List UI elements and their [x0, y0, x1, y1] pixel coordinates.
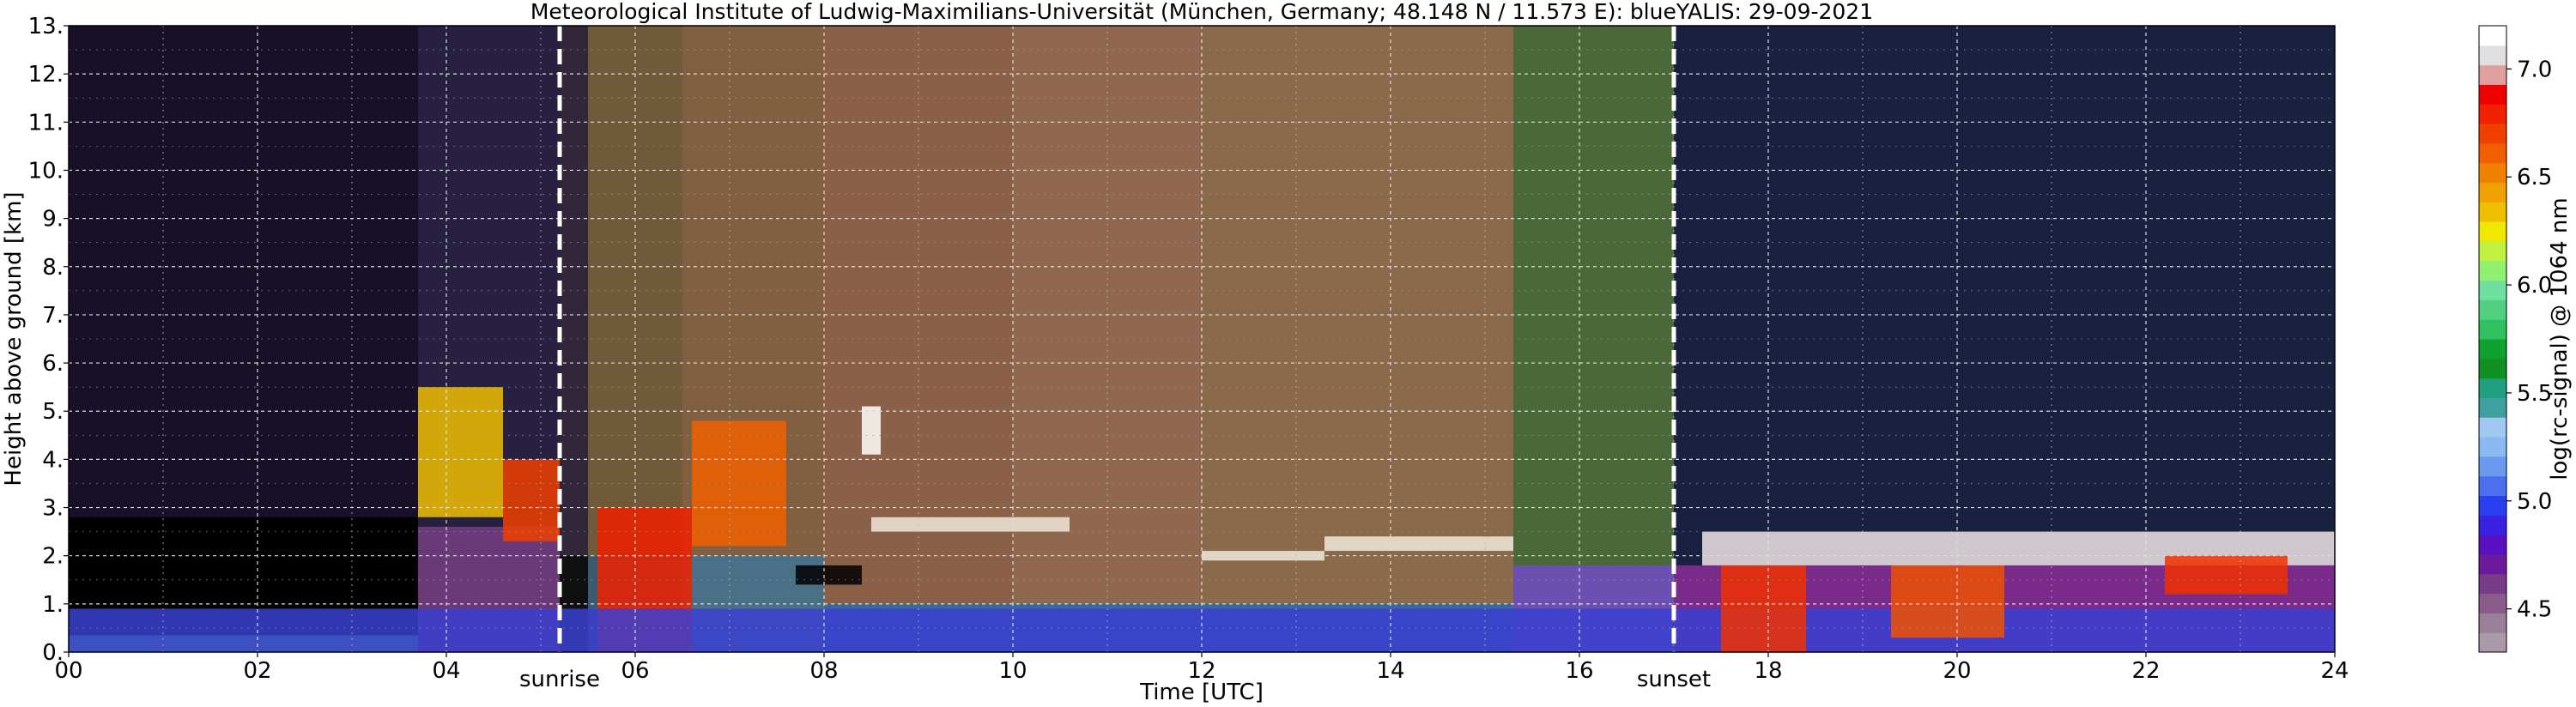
colorbar-swatch — [2479, 104, 2506, 124]
x-tick-label: 20 — [1943, 658, 1971, 684]
colorbar-swatch — [2479, 495, 2506, 516]
colorbar-tick-label: 6.0 — [2517, 273, 2552, 299]
colorbar-swatch — [2479, 475, 2506, 496]
colorbar-tick-label: 4.5 — [2517, 597, 2552, 623]
colorbar-swatch — [2479, 573, 2506, 595]
y-tick-label: 8. — [42, 255, 64, 281]
colorbar-swatch — [2479, 45, 2506, 66]
colorbar-swatch — [2479, 437, 2506, 457]
colorbar-swatch — [2479, 124, 2506, 144]
x-tick-label: 00 — [54, 658, 82, 684]
colorbar-swatch — [2479, 260, 2506, 281]
chart-title: Meteorological Institute of Ludwig-Maxim… — [530, 0, 1873, 24]
colorbar-label: log(rc-signal) @ 1064 nm — [2547, 197, 2573, 480]
background-segment-4 — [682, 26, 824, 652]
colorbar-swatch — [2479, 182, 2506, 202]
x-tick-label: 08 — [809, 658, 838, 684]
colorbar-swatch — [2479, 535, 2506, 555]
colorbar-swatch — [2479, 593, 2506, 613]
y-tick-label: 10. — [28, 158, 64, 184]
sunrise-label: sunrise — [519, 667, 600, 692]
colorbar-swatch — [2479, 613, 2506, 633]
signal-layer-5 — [862, 406, 881, 455]
y-tick-label: 7. — [42, 303, 64, 329]
colorbar-swatch — [2479, 397, 2506, 418]
colorbar-swatch — [2479, 632, 2506, 653]
colorbar-swatch — [2479, 553, 2506, 575]
x-tick-label: 06 — [621, 658, 649, 684]
signal-layer-9 — [1324, 536, 1513, 552]
signal-layer-6 — [871, 517, 1070, 532]
y-tick-label: 5. — [42, 399, 64, 425]
colorbar-tick-label: 5.0 — [2517, 489, 2552, 515]
colorbar-frame — [2478, 25, 2507, 653]
signal-layer-1 — [418, 387, 503, 517]
signal-layer-8 — [1202, 551, 1324, 561]
colorbar-tick-label: 5.5 — [2517, 381, 2552, 407]
y-tick-label: 3. — [42, 496, 64, 522]
colorbar-swatch — [2479, 64, 2506, 85]
y-tick-label: 13. — [28, 14, 64, 39]
y-tick-label: 6. — [42, 351, 64, 377]
signal-layer-14 — [2165, 555, 2288, 595]
x-tick-label: 16 — [1565, 658, 1593, 684]
colorbar-swatch — [2479, 417, 2506, 438]
sunset-label: sunset — [1637, 667, 1711, 692]
y-tick-label: 0. — [42, 640, 64, 666]
colorbar-swatch — [2479, 299, 2506, 320]
colorbar-swatch — [2479, 280, 2506, 300]
x-tick-label: 14 — [1376, 658, 1404, 684]
colorbar-swatch — [2479, 515, 2506, 535]
y-tick-label: 2. — [42, 544, 64, 570]
colorbar-swatch — [2479, 339, 2506, 360]
y-tick-label: 1. — [42, 592, 64, 618]
x-tick-label: 10 — [998, 658, 1027, 684]
signal-layer-2 — [503, 459, 560, 541]
colorbar-swatch — [2479, 378, 2506, 398]
colorbar: 4.5 5.0 5.5 6.0 6.5 7.0 — [2478, 25, 2552, 653]
colorbar-tick-label: 6.5 — [2517, 165, 2552, 190]
x-tick-label: 04 — [432, 658, 460, 684]
signal-layer-7 — [796, 565, 862, 585]
colorbar-swatch — [2479, 358, 2506, 379]
x-axis-label: Time [UTC] — [1139, 680, 1264, 705]
y-tick-label: 11. — [28, 110, 64, 136]
signal-layer-4 — [692, 420, 786, 547]
plot-area — [69, 26, 2335, 652]
colorbar-tick-label: 7.0 — [2517, 57, 2552, 82]
colorbar-swatch — [2479, 319, 2506, 340]
colorbar-swatch — [2479, 84, 2506, 105]
colorbar-swatch — [2479, 26, 2506, 46]
colorbar-swatch — [2479, 240, 2506, 262]
x-tick-label: 22 — [2131, 658, 2160, 684]
colorbar-swatch — [2479, 456, 2506, 477]
signal-layer-12 — [1891, 565, 2004, 638]
x-tick-label: 18 — [1754, 658, 1782, 684]
colorbar-swatch — [2479, 142, 2506, 164]
x-tick-label: 02 — [243, 658, 271, 684]
colorbar-swatch — [2479, 162, 2506, 183]
colorbar-swatch — [2479, 202, 2506, 222]
y-tick-label: 4. — [42, 447, 64, 473]
x-tick-label: 24 — [2320, 658, 2349, 684]
y-axis-label: Height above ground [km] — [1, 191, 27, 486]
y-tick-label: 12. — [28, 62, 64, 88]
colorbar-swatch — [2479, 221, 2506, 242]
y-tick-label: 9. — [42, 207, 64, 233]
x-tick-label: 12 — [1187, 658, 1215, 684]
signal-layer-11 — [1721, 565, 1806, 652]
